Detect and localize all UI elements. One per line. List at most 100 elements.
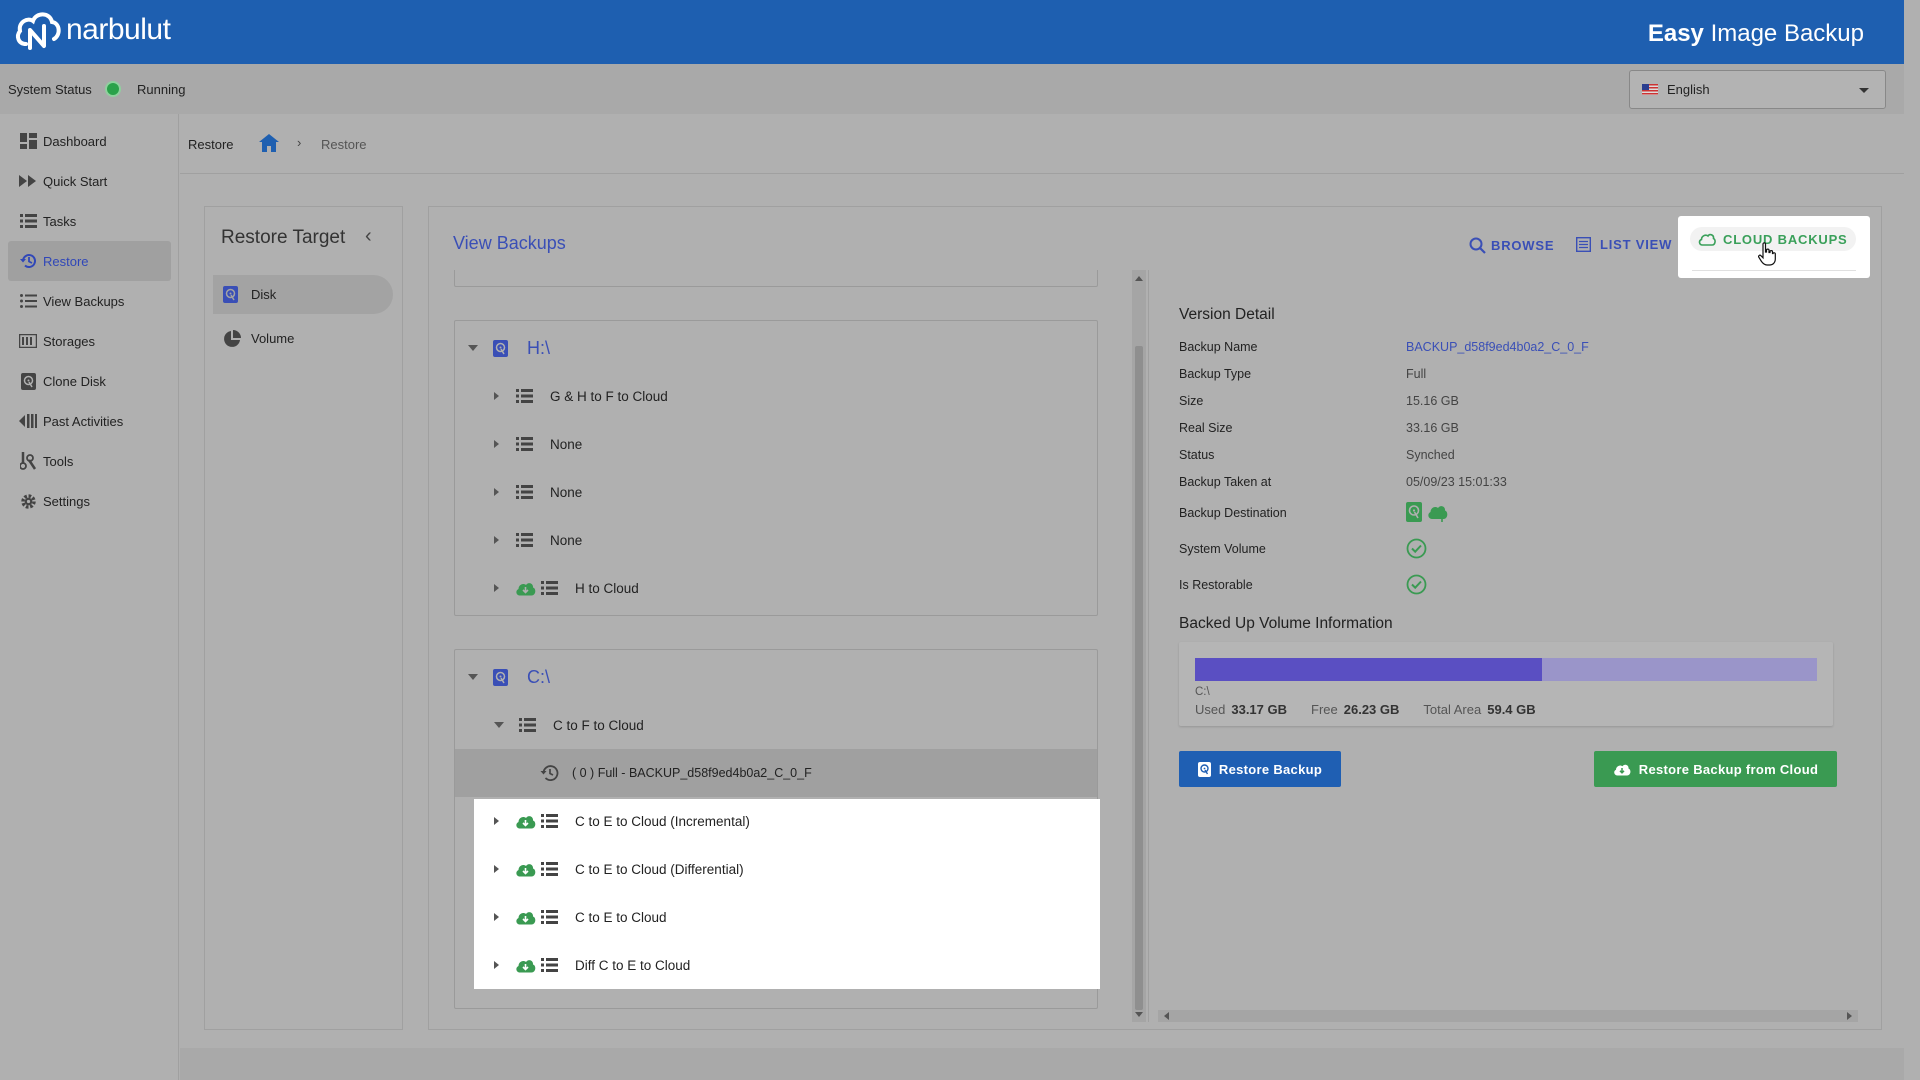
task-list-icon xyxy=(516,389,533,403)
expand-icon xyxy=(494,536,499,544)
search-icon xyxy=(1469,237,1486,254)
narbulut-logo[interactable]: narbulut xyxy=(14,8,171,52)
status-value: Synched xyxy=(1406,448,1455,462)
task-row[interactable]: Diff C to E to Cloud xyxy=(494,945,690,985)
sidebar-item-view-backups[interactable]: View Backups xyxy=(8,281,171,321)
size-label: Size xyxy=(1179,394,1204,408)
selected-version-row[interactable] xyxy=(455,749,1097,797)
dashboard-icon xyxy=(18,133,38,149)
cloud-icon xyxy=(1698,233,1716,246)
restore-from-cloud-button[interactable]: Restore Backup from Cloud xyxy=(1594,751,1837,787)
chevron-down-icon xyxy=(1859,88,1869,93)
cloud-upload-icon xyxy=(1428,506,1448,522)
chevron-left-icon[interactable]: ‹ xyxy=(365,225,372,247)
task-row[interactable]: C to E to Cloud xyxy=(494,897,667,937)
restore-target-volume[interactable]: Volume xyxy=(213,319,393,358)
task-list-icon xyxy=(516,533,533,547)
home-icon[interactable] xyxy=(259,134,279,157)
page-title: Restore xyxy=(188,137,234,152)
drive-row-h[interactable]: H:\ xyxy=(468,328,550,368)
cloud-download-icon xyxy=(516,959,536,972)
cloud-download-icon xyxy=(516,582,536,595)
sidebar-item-restore[interactable]: Restore xyxy=(8,241,171,281)
collapse-icon xyxy=(494,722,504,728)
backup-destination-value xyxy=(1406,502,1449,525)
scroll-down-icon[interactable] xyxy=(1135,1012,1143,1017)
us-flag-icon xyxy=(1642,84,1658,95)
size-value: 15.16 GB xyxy=(1406,394,1459,408)
history-icon xyxy=(18,253,38,269)
sidebar-item-clone-disk[interactable]: Clone Disk xyxy=(8,361,171,401)
status-value: Running xyxy=(137,82,186,97)
volume-info-title: Backed Up Volume Information xyxy=(1179,615,1393,632)
version-row[interactable]: ( 0 ) Full - BACKUP_d58f9ed4b0a2_C_0_F xyxy=(540,753,812,793)
language-select[interactable]: English xyxy=(1629,70,1886,109)
disk-icon xyxy=(493,668,508,686)
sidebar-item-tasks[interactable]: Tasks xyxy=(8,201,171,241)
disk-icon xyxy=(223,286,243,303)
view-backups-title: View Backups xyxy=(453,233,566,253)
scroll-right-icon[interactable] xyxy=(1847,1012,1852,1020)
task-list-icon xyxy=(516,485,533,499)
task-row[interactable]: C to E to Cloud (Incremental) xyxy=(494,801,750,841)
drive-row-c[interactable]: C:\ xyxy=(468,657,550,697)
backup-name-value[interactable]: BACKUP_d58f9ed4b0a2_C_0_F xyxy=(1406,340,1589,354)
cloud-download-icon xyxy=(1614,764,1631,775)
volume-used-fill xyxy=(1195,658,1543,681)
task-row[interactable]: None xyxy=(494,472,582,512)
sidebar-item-settings[interactable]: Settings xyxy=(8,481,171,521)
task-list-icon xyxy=(541,862,558,876)
cloud-download-icon xyxy=(516,911,536,924)
cloud-task-list: C to E to Cloud (Incremental) C to E to … xyxy=(474,799,1100,989)
volume-letter: C:\ xyxy=(1195,686,1210,698)
task-row[interactable]: G & H to F to Cloud xyxy=(494,376,668,416)
footer xyxy=(180,1048,1904,1080)
sidebar-item-dashboard[interactable]: Dashboard xyxy=(8,121,171,161)
scroll-left-icon[interactable] xyxy=(1164,1012,1169,1020)
activity-icon xyxy=(18,414,38,428)
breadcrumb-current: Restore xyxy=(321,137,367,152)
scroll-up-icon[interactable] xyxy=(1135,276,1143,281)
sidebar-item-storages[interactable]: Storages xyxy=(8,321,171,361)
browse-button[interactable]: BROWSE xyxy=(1469,237,1554,254)
cloud-backups-button[interactable]: CLOUD BACKUPS xyxy=(1678,216,1870,278)
backup-name-label: Backup Name xyxy=(1179,340,1258,354)
system-status-label: System Status xyxy=(8,82,92,97)
task-list-icon xyxy=(516,437,533,451)
task-list-icon xyxy=(541,958,558,972)
expand-icon xyxy=(494,817,499,825)
task-row[interactable]: None xyxy=(494,520,582,560)
task-row[interactable]: H to Cloud xyxy=(494,568,639,608)
restore-target-panel: Restore Target ‹ Disk Volume xyxy=(204,206,403,1030)
sidebar-item-past-activities[interactable]: Past Activities xyxy=(8,401,171,441)
sidebar-item-tools[interactable]: Tools xyxy=(8,441,171,481)
expand-icon xyxy=(494,961,499,969)
list-view-button[interactable]: LIST VIEW xyxy=(1576,237,1672,252)
scrollbar-thumb[interactable] xyxy=(1135,346,1143,1010)
status-label: Status xyxy=(1179,448,1215,462)
tree-group-previous xyxy=(454,270,1098,287)
cloud-download-icon xyxy=(516,815,536,828)
backup-destination-label: Backup Destination xyxy=(1179,506,1287,520)
cloud-logo-icon xyxy=(16,12,61,50)
sidebar-item-quick-start[interactable]: Quick Start xyxy=(8,161,171,201)
status-bar: System Status Running xyxy=(0,64,1904,114)
restore-target-disk[interactable]: Disk xyxy=(213,275,393,314)
volume-usage-card: C:\ Used 33.17 GB Free 26.23 GB Total Area… xyxy=(1179,642,1833,726)
check-circle-icon xyxy=(1406,574,1427,595)
storage-icon xyxy=(18,334,38,348)
status-dot-icon xyxy=(105,81,121,97)
task-row[interactable]: None xyxy=(494,424,582,464)
task-list-icon xyxy=(541,910,558,924)
restore-target-title: Restore Target xyxy=(221,227,346,248)
gear-icon xyxy=(18,493,38,510)
volume-stats: Used 33.17 GB Free 26.23 GB Total Area 59.4… xyxy=(1195,702,1536,717)
tree-scrollbar[interactable] xyxy=(1132,270,1146,1022)
task-row-expanded[interactable]: C to F to Cloud xyxy=(494,705,644,745)
hand-cursor-icon xyxy=(1758,242,1776,266)
task-row[interactable]: C to E to Cloud (Differential) xyxy=(494,849,744,889)
restore-backup-button[interactable]: Restore Backup xyxy=(1179,751,1341,787)
check-circle-icon xyxy=(1406,538,1427,559)
real-size-label: Real Size xyxy=(1179,421,1233,435)
detail-horizontal-scrollbar[interactable] xyxy=(1158,1010,1858,1022)
